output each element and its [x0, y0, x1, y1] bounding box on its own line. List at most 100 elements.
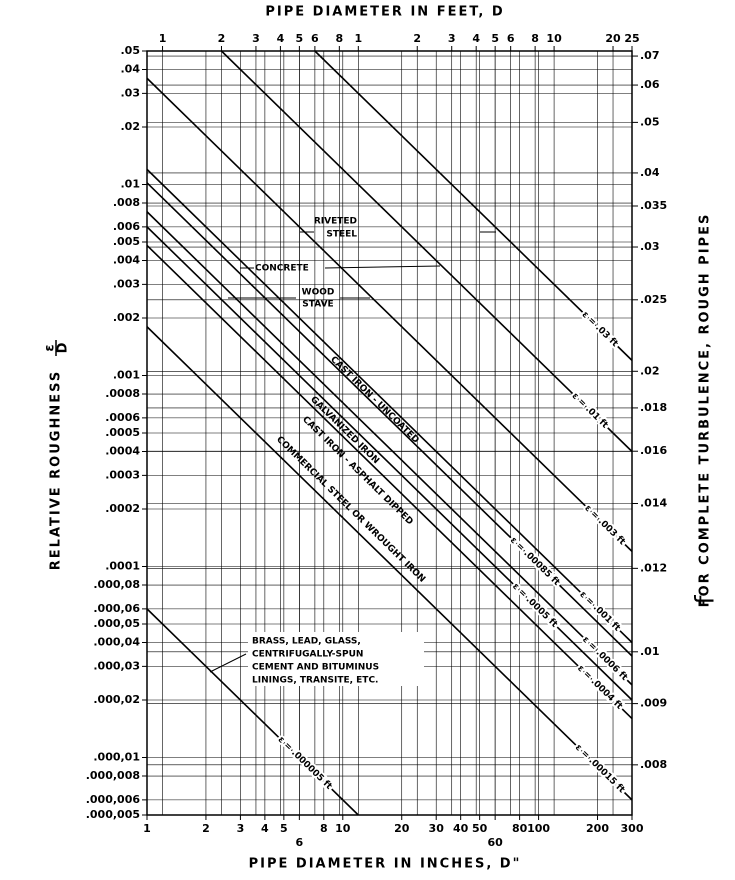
x-tick-label: 8: [320, 822, 328, 835]
x2-tick-label: 10: [546, 32, 562, 45]
y-tick-label: .0004: [105, 445, 140, 458]
x2-tick-label: 8: [336, 32, 344, 45]
y2-tick-label: .035: [640, 199, 667, 212]
x2-tick-label: 5: [491, 32, 499, 45]
y2-tick-label: .02: [640, 364, 660, 377]
y2-axis-label: FOR COMPLETE TURBULENCE, ROUGH PIPES: [698, 213, 713, 608]
annotation: BRASS, LEAD, GLASS,: [252, 637, 361, 647]
x-tick-label: 60: [487, 836, 503, 849]
x-tick-label: 6: [296, 836, 304, 849]
y-tick-label: .02: [121, 120, 141, 133]
x-tick-label: 300: [621, 822, 644, 835]
y-tick-label: .04: [121, 63, 141, 76]
x-tick-label: 20: [394, 822, 410, 835]
y2-tick-label: .016: [640, 444, 667, 457]
series-line: [146, 326, 633, 801]
annotation: STEEL: [326, 230, 357, 240]
y2-tick-label: .07: [640, 49, 660, 62]
y-tick-label: .03: [121, 86, 141, 99]
series-line: [146, 211, 633, 686]
y-tick-label: .01: [121, 178, 141, 191]
y-tick-label: .003: [113, 277, 140, 290]
x2-tick-label: 6: [507, 32, 515, 45]
y2-tick-label: .012: [640, 561, 667, 574]
plot-frame: [146, 50, 633, 816]
x-tick-label: 30: [429, 822, 445, 835]
y-tick-label: .0006: [105, 411, 140, 424]
y2-tick-label: .018: [640, 401, 667, 414]
series-line: [146, 244, 633, 720]
x2-tick-label: 20: [605, 32, 621, 45]
y-tick-label: .0003: [105, 468, 140, 481]
series-lines: [146, 50, 633, 816]
y2-tick-label: .04: [640, 166, 660, 179]
series-line: [146, 182, 633, 657]
series-line: [146, 608, 359, 816]
x-tick-label: 50: [472, 822, 488, 835]
series-line: [146, 168, 633, 644]
x-tick-label: 3: [237, 822, 245, 835]
y-tick-label: .0001: [105, 560, 140, 573]
y-tick-label: .0002: [105, 502, 140, 515]
y-tick-label: .000,08: [93, 578, 140, 591]
y-tick-label: .001: [113, 369, 140, 382]
y-tick-label: .000,01: [93, 751, 140, 764]
series-line: [314, 50, 633, 361]
y2-tick-label: .014: [640, 496, 667, 509]
annotation: RIVETED: [314, 217, 357, 227]
x-tick-label: 4: [261, 822, 269, 835]
x-tick-label: 5: [280, 822, 288, 835]
x2-tick-label: 25: [624, 32, 639, 45]
arrow: [209, 653, 247, 673]
y-tick-label: .000,02: [93, 693, 140, 706]
y-tick-label: .000,04: [93, 636, 140, 649]
annotation: CONCRETE: [255, 264, 309, 274]
x-tick-label: 1: [143, 822, 151, 835]
y-tick-label: .000,03: [93, 659, 140, 672]
y-tick-label: .004: [113, 254, 140, 267]
x2-tick-label: 4: [472, 32, 480, 45]
y2-tick-label: .05: [640, 115, 660, 128]
annotation: WOOD: [302, 288, 335, 298]
y-axis-symbol: D: [56, 342, 71, 353]
x2-tick-label: 4: [277, 32, 285, 45]
annotation: CENTRIFUGALLY-SPUN: [252, 650, 363, 660]
y-tick-label: .000,006: [86, 793, 141, 806]
x-tick-label: 10: [335, 822, 351, 835]
annotation-box: [248, 632, 424, 686]
y2-axis-symbol: f: [691, 595, 721, 605]
series-line: [220, 50, 633, 453]
y-tick-label: .000,06: [93, 602, 140, 615]
series-line: [146, 77, 633, 552]
x2-tick-label: 2: [218, 32, 226, 45]
x2-tick-label: 3: [252, 32, 260, 45]
grid: [142, 46, 638, 820]
y2-tick-label: .06: [640, 78, 660, 91]
y-tick-label: .006: [113, 220, 140, 233]
y-tick-label: .002: [113, 311, 140, 324]
x-tick-label: 200: [586, 822, 609, 835]
x-axis-label: PIPE DIAMETER IN INCHES, D": [249, 857, 522, 872]
y-tick-label: .000,005: [86, 808, 140, 821]
arrow: [324, 265, 441, 269]
x2-tick-label: 3: [448, 32, 456, 45]
series-line: [146, 226, 633, 701]
annotation: STAVE: [302, 300, 333, 310]
x2-tick-label: 1: [354, 32, 362, 45]
x2-tick-label: 6: [311, 32, 319, 45]
x2-tick-label: 8: [531, 32, 539, 45]
y-tick-label: .005: [113, 235, 140, 248]
y-axis-symbol: ε: [43, 344, 58, 351]
x2-tick-label: 1: [159, 32, 167, 45]
y2-tick-label: .009: [640, 697, 667, 710]
y2-tick-label: .008: [640, 758, 667, 771]
x-tick-label: 100: [527, 822, 550, 835]
x2-tick-label: 5: [296, 32, 304, 45]
y-tick-label: .05: [121, 44, 141, 57]
annotation: CEMENT AND BITUMINUS: [252, 663, 379, 673]
y-axis-label: RELATIVE ROUGHNESS: [49, 370, 64, 570]
annotation: LININGS, TRANSITE, ETC.: [252, 676, 378, 686]
x2-tick-label: 2: [413, 32, 421, 45]
y-tick-label: .000,05: [93, 617, 140, 630]
